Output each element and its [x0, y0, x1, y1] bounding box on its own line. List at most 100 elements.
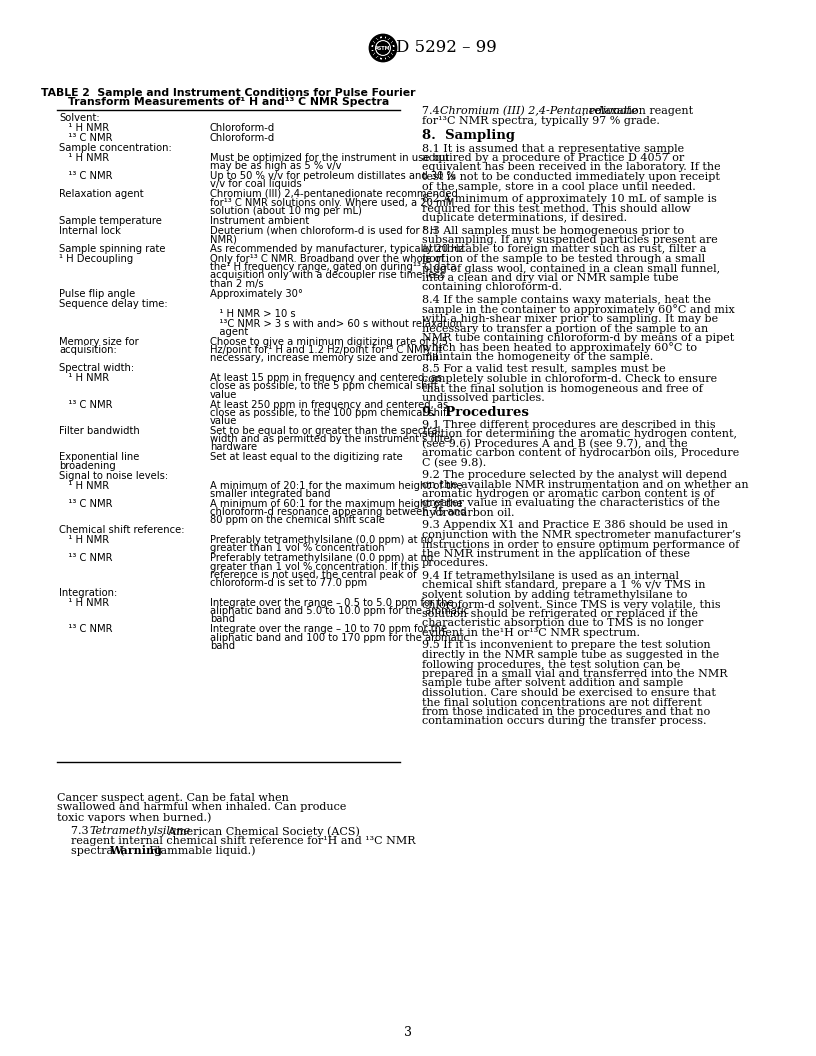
Text: attributable to foreign matter such as rust, filter a: attributable to foreign matter such as r…	[422, 245, 707, 254]
Text: Chromium (III) 2,4-pentanedionate recommended: Chromium (III) 2,4-pentanedionate recomm…	[210, 189, 458, 200]
Text: Chemical shift reference:: Chemical shift reference:	[59, 525, 184, 535]
Text: sample in the container to approximately 60°C and mix: sample in the container to approximately…	[422, 304, 734, 316]
FancyBboxPatch shape	[392, 46, 396, 50]
Text: ASTM: ASTM	[375, 45, 391, 51]
Text: may be as high as 5 % v/v: may be as high as 5 % v/v	[210, 162, 342, 171]
Text: the NMR instrument in the application of these: the NMR instrument in the application of…	[422, 549, 690, 559]
FancyBboxPatch shape	[374, 39, 377, 42]
Text: Signal to noise levels:: Signal to noise levels:	[59, 471, 168, 480]
Text: ¹ H NMR: ¹ H NMR	[59, 535, 109, 545]
Text: test is not to be conducted immediately upon receipt: test is not to be conducted immediately …	[422, 172, 720, 182]
Text: for¹³ C NMR solutions only. Where used, a 20 mM: for¹³ C NMR solutions only. Where used, …	[210, 197, 455, 208]
Text: 7.3: 7.3	[71, 827, 92, 836]
Text: with a high-shear mixer prior to sampling. It may be: with a high-shear mixer prior to samplin…	[422, 314, 718, 324]
Text: greater value in evaluating the characteristics of the: greater value in evaluating the characte…	[422, 498, 720, 509]
Text: 9.4 If tetramethylsilane is used as an internal: 9.4 If tetramethylsilane is used as an i…	[422, 571, 679, 581]
Text: Warning: Warning	[109, 846, 162, 856]
Text: acquisition:: acquisition:	[59, 345, 117, 355]
Text: evident in the¹H or¹³C NMR spectrum.: evident in the¹H or¹³C NMR spectrum.	[422, 628, 640, 638]
Text: ¹ H NMR: ¹ H NMR	[59, 598, 109, 608]
Text: Approximately 30°: Approximately 30°	[210, 288, 303, 299]
FancyBboxPatch shape	[389, 39, 392, 42]
FancyBboxPatch shape	[389, 54, 392, 57]
Text: 9.2 The procedure selected by the analyst will depend: 9.2 The procedure selected by the analys…	[422, 470, 727, 480]
Text: chloroform-d solvent. Since TMS is very volatile, this: chloroform-d solvent. Since TMS is very …	[422, 600, 721, 609]
Text: Pulse flip angle: Pulse flip angle	[59, 288, 135, 299]
Text: 8.4 If the sample contains waxy materials, heat the: 8.4 If the sample contains waxy material…	[422, 295, 711, 305]
Text: ¹ H NMR: ¹ H NMR	[59, 480, 109, 491]
Text: 80 ppm on the chemical shift scale: 80 ppm on the chemical shift scale	[210, 515, 385, 525]
Text: Preferably tetramethylsilane (0.0 ppm) at no: Preferably tetramethylsilane (0.0 ppm) a…	[210, 535, 433, 545]
Text: acquisition only with a decoupler rise time less: acquisition only with a decoupler rise t…	[210, 270, 445, 281]
Text: Must be optimized for the instrument in use but: Must be optimized for the instrument in …	[210, 153, 449, 163]
Text: 8.2 A minimum of approximately 10 mL of sample is: 8.2 A minimum of approximately 10 mL of …	[422, 194, 717, 204]
FancyBboxPatch shape	[377, 57, 380, 59]
Text: NMR tube containing chloroform-d by means of a pipet: NMR tube containing chloroform-d by mean…	[422, 333, 734, 343]
Text: , relaxation reagent: , relaxation reagent	[582, 106, 693, 116]
Text: necessary to transfer a portion of the sample to an: necessary to transfer a portion of the s…	[422, 323, 708, 334]
Text: Exponential line: Exponential line	[59, 452, 140, 463]
Text: Spectral width:: Spectral width:	[59, 363, 134, 373]
Text: ¹ H Decoupling: ¹ H Decoupling	[59, 254, 133, 264]
Text: instructions in order to ensure optimum performance of: instructions in order to ensure optimum …	[422, 540, 739, 549]
Text: Choose to give a minimum digitizing rate of 0.5: Choose to give a minimum digitizing rate…	[210, 337, 448, 346]
FancyBboxPatch shape	[392, 42, 395, 45]
Text: As recommended by manufacturer, typically 20 Hz: As recommended by manufacturer, typicall…	[210, 244, 463, 254]
Text: swallowed and harmful when inhaled. Can produce: swallowed and harmful when inhaled. Can …	[57, 803, 346, 812]
Text: aliphatic band and 100 to 170 ppm for the aromatic: aliphatic band and 100 to 170 ppm for th…	[210, 633, 469, 643]
Text: Integrate over the range – 0.5 to 5.0 ppm for the: Integrate over the range – 0.5 to 5.0 pp…	[210, 598, 454, 608]
Text: 7.4: 7.4	[422, 106, 443, 116]
Text: Sequence delay time:: Sequence delay time:	[59, 299, 167, 308]
Text: close as possible, to the 5 ppm chemical shift: close as possible, to the 5 ppm chemical…	[210, 381, 437, 392]
Text: ¹ H NMR: ¹ H NMR	[59, 122, 109, 133]
Text: width and as permitted by the instrument's filter: width and as permitted by the instrument…	[210, 434, 454, 445]
FancyBboxPatch shape	[386, 36, 388, 39]
Text: subsampling. If any suspended particles present are: subsampling. If any suspended particles …	[422, 235, 718, 245]
FancyBboxPatch shape	[371, 51, 375, 54]
FancyBboxPatch shape	[386, 57, 388, 59]
Text: Only for¹³ C NMR. Broadband over the whole of: Only for¹³ C NMR. Broadband over the who…	[210, 254, 445, 264]
FancyBboxPatch shape	[371, 42, 375, 45]
Text: chloroform-d resonance appearing between 75 and: chloroform-d resonance appearing between…	[210, 507, 467, 517]
Text: smaller integrated band: smaller integrated band	[210, 489, 330, 498]
Text: chloroform-d is set to 77.0 ppm: chloroform-d is set to 77.0 ppm	[210, 578, 367, 588]
Text: containing chloroform-d.: containing chloroform-d.	[422, 283, 562, 293]
Text: procedures.: procedures.	[422, 559, 490, 568]
Text: reference is not used, the central peak of: reference is not used, the central peak …	[210, 570, 416, 580]
Text: Preferably tetramethylsilane (0.0 ppm) at no: Preferably tetramethylsilane (0.0 ppm) a…	[210, 553, 433, 564]
Text: sample tube after solvent addition and sample: sample tube after solvent addition and s…	[422, 679, 683, 689]
Text: plug of glass wool, contained in a clean small funnel,: plug of glass wool, contained in a clean…	[422, 264, 721, 274]
Text: directly in the NMR sample tube as suggested in the: directly in the NMR sample tube as sugge…	[422, 650, 719, 660]
Text: Integrate over the range – 10 to 70 ppm for the: Integrate over the range – 10 to 70 ppm …	[210, 624, 447, 635]
Circle shape	[377, 42, 389, 54]
Text: : Flammable liquid.): : Flammable liquid.)	[142, 846, 255, 856]
Text: band: band	[210, 615, 235, 624]
Text: of the sample, store in a cool place until needed.: of the sample, store in a cool place unt…	[422, 182, 696, 191]
Text: chemical shift standard, prepare a 1 % v/v TMS in: chemical shift standard, prepare a 1 % v…	[422, 581, 706, 590]
FancyBboxPatch shape	[377, 36, 380, 39]
Text: section for determining the aromatic hydrogen content,: section for determining the aromatic hyd…	[422, 429, 737, 439]
Text: greater than 1 vol % concentration: greater than 1 vol % concentration	[210, 544, 384, 553]
FancyBboxPatch shape	[370, 46, 374, 50]
Text: Sample concentration:: Sample concentration:	[59, 143, 171, 153]
Text: aromatic hydrogen or aromatic carbon content is of: aromatic hydrogen or aromatic carbon con…	[422, 489, 715, 499]
Text: Chloroform-d: Chloroform-d	[210, 122, 275, 133]
Text: completely soluble in chloroform-d. Check to ensure: completely soluble in chloroform-d. Chec…	[422, 374, 717, 384]
Text: aliphatic band and 5.0 to 10.0 ppm for the aromatic: aliphatic band and 5.0 to 10.0 ppm for t…	[210, 606, 469, 617]
Text: Tetramethylsilane: Tetramethylsilane	[89, 827, 190, 836]
Text: for¹³C NMR spectra, typically 97 % grade.: for¹³C NMR spectra, typically 97 % grade…	[422, 115, 660, 126]
Text: 8.  Sampling: 8. Sampling	[422, 130, 515, 143]
Text: At least 250 ppm in frequency and centered, as: At least 250 ppm in frequency and center…	[210, 399, 448, 410]
Text: A minimum of 60:1 for the maximum height of the: A minimum of 60:1 for the maximum height…	[210, 498, 463, 509]
Text: Sample spinning rate: Sample spinning rate	[59, 244, 166, 254]
Text: Internal lock: Internal lock	[59, 226, 121, 235]
Text: Set at least equal to the digitizing rate: Set at least equal to the digitizing rat…	[210, 452, 403, 463]
Text: equivalent has been received in the laboratory. If the: equivalent has been received in the labo…	[422, 163, 721, 172]
Text: Sample temperature: Sample temperature	[59, 215, 162, 226]
Text: dissolution. Care should be exercised to ensure that: dissolution. Care should be exercised to…	[422, 689, 716, 698]
Text: Filter bandwidth: Filter bandwidth	[59, 426, 140, 436]
Text: A minimum of 20:1 for the maximum height of the: A minimum of 20:1 for the maximum height…	[210, 480, 463, 491]
Text: necessary, increase memory size and zero fill: necessary, increase memory size and zero…	[210, 353, 438, 363]
Text: solution should be refrigerated or replaced if the: solution should be refrigerated or repla…	[422, 609, 698, 619]
Text: Cancer suspect agent. Can be fatal when: Cancer suspect agent. Can be fatal when	[57, 793, 289, 803]
